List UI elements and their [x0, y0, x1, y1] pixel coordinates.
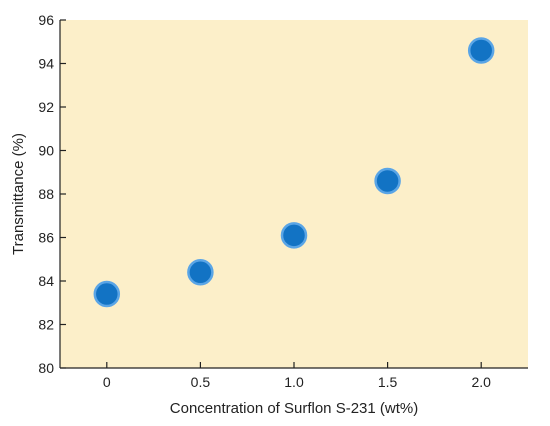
data-points [93, 37, 495, 308]
y-tick-label: 82 [38, 317, 54, 333]
x-tick-label: 0 [103, 374, 111, 390]
data-point [374, 167, 401, 195]
plot-area [60, 20, 528, 368]
y-tick-label: 84 [38, 273, 54, 289]
y-tick-label: 90 [38, 143, 54, 159]
y-tick-label: 96 [38, 12, 54, 28]
data-point [467, 37, 495, 64]
y-tick-label: 80 [38, 360, 54, 376]
data-point [187, 259, 214, 286]
y-tick-label: 88 [38, 186, 54, 202]
x-tick-label: 0.5 [191, 374, 211, 390]
x-axis-ticks: 0 0.5 1.0 1.5 2.0 [103, 362, 491, 390]
y-tick-label: 94 [38, 56, 54, 72]
y-axis-title: Transmittance (%) [10, 133, 27, 255]
y-tick-label: 92 [38, 99, 54, 115]
y-axis-ticks: 80 82 84 86 88 90 92 94 96 [38, 12, 66, 376]
y-tick-label: 86 [38, 230, 54, 246]
x-tick-label: 2.0 [471, 374, 491, 390]
x-axis-title: Concentration of Surflon S-231 (wt%) [170, 400, 418, 417]
data-point [280, 222, 308, 249]
x-tick-label: 1.5 [378, 374, 398, 390]
data-point [93, 280, 121, 308]
x-tick-label: 1.0 [284, 374, 304, 390]
